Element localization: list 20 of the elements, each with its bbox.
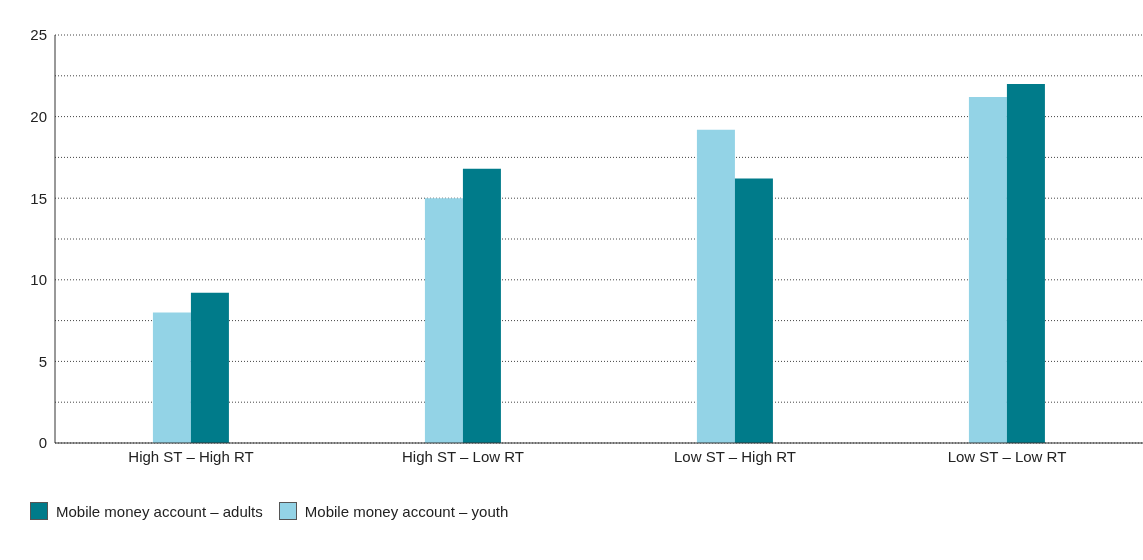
legend-label: Mobile money account – adults (56, 502, 263, 520)
legend-label: Mobile money account – youth (304, 502, 509, 520)
bar (734, 178, 773, 443)
y-tick-label: 0 (38, 434, 47, 452)
y-tick-label: 25 (30, 26, 47, 44)
bar (968, 97, 1007, 443)
x-tick-label: Low ST – High RT (674, 447, 796, 465)
bar (462, 168, 501, 443)
x-tick-label: High ST – High RT (128, 447, 254, 465)
y-tick-label: 5 (38, 352, 47, 370)
y-tick-label: 15 (30, 189, 47, 207)
y-tick-label: 20 (30, 107, 47, 125)
bar (696, 129, 735, 443)
bar (1006, 83, 1045, 443)
bar (190, 292, 229, 443)
bar (424, 198, 463, 443)
x-tick-label: High ST – Low RT (402, 447, 524, 465)
bar (152, 312, 191, 443)
x-tick-label: Low ST – Low RT (947, 447, 1067, 465)
y-tick-label: 10 (30, 271, 47, 289)
